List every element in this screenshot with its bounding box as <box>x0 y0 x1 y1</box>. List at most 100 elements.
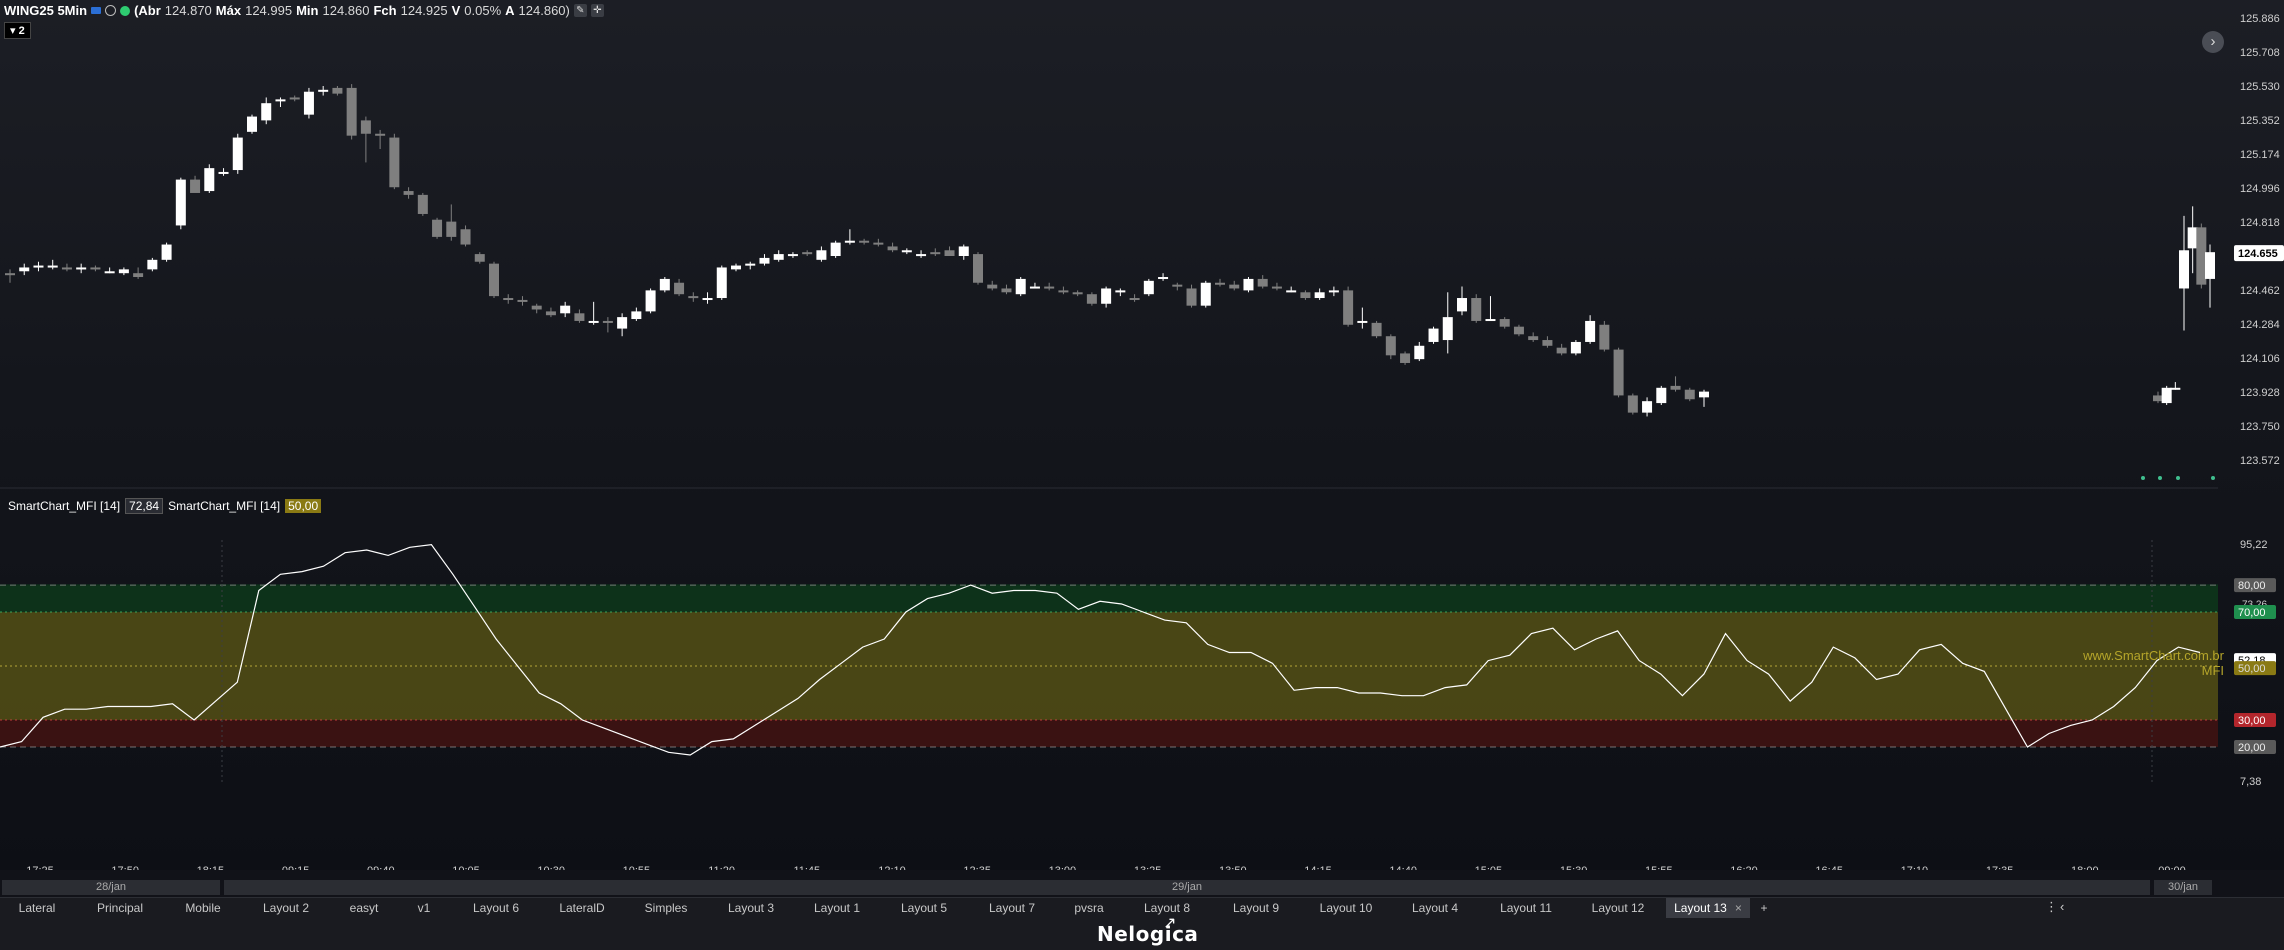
candle-body[interactable] <box>1499 319 1510 327</box>
candle-body[interactable] <box>773 254 784 260</box>
candle-body[interactable] <box>489 263 499 297</box>
pane-count-badge[interactable]: ▾ 2 <box>4 22 31 39</box>
candle-body[interactable] <box>1271 286 1282 289</box>
candle-body[interactable] <box>417 194 428 214</box>
candle-body[interactable] <box>118 269 129 274</box>
candle-body[interactable] <box>930 252 941 255</box>
candle-body[interactable] <box>275 99 286 102</box>
candle-body[interactable] <box>631 311 642 320</box>
layout-tab[interactable]: Layout 4 <box>1392 898 1478 918</box>
candle-body[interactable] <box>1570 341 1581 354</box>
candle-body[interactable] <box>545 311 556 316</box>
candle-body[interactable] <box>745 263 756 266</box>
candle-body[interactable] <box>816 250 827 260</box>
candle-body[interactable] <box>1143 280 1154 295</box>
candle-body[interactable] <box>659 278 670 291</box>
candle-body[interactable] <box>1300 292 1311 299</box>
candle-body[interactable] <box>1328 290 1339 293</box>
add-tab-icon[interactable]: + <box>1760 901 1768 915</box>
candle-body[interactable] <box>190 179 201 193</box>
indicator-name-2[interactable]: SmartChart_MFI [14] <box>168 499 281 513</box>
candle-body[interactable] <box>787 254 798 257</box>
candle-body[interactable] <box>1457 298 1467 312</box>
candle-body[interactable] <box>289 97 300 100</box>
chart-area[interactable]: 125.886 125.708 125.530 125.352 125.174 124.9… <box>0 0 2284 870</box>
candle-body[interactable] <box>916 254 927 257</box>
candle-body[interactable] <box>247 116 257 132</box>
candle-body[interactable] <box>674 282 685 295</box>
candle-body[interactable] <box>1556 347 1567 354</box>
candle-body[interactable] <box>2187 227 2198 249</box>
candle-body[interactable] <box>1385 336 1396 356</box>
candle-body[interactable] <box>574 313 585 321</box>
candle-body[interactable] <box>1044 286 1055 289</box>
layout-tab[interactable]: Mobile <box>168 898 238 918</box>
candle-body[interactable] <box>360 120 371 134</box>
candle-body[interactable] <box>1656 387 1667 404</box>
candle-body[interactable] <box>503 298 514 301</box>
layout-tab[interactable]: easyt <box>330 898 398 918</box>
candle-body[interactable] <box>645 290 656 312</box>
candle-body[interactable] <box>1542 340 1553 346</box>
candle-body[interactable] <box>1414 345 1425 360</box>
candle-body[interactable] <box>1015 278 1026 295</box>
candle-body[interactable] <box>204 168 215 192</box>
candle-body[interactable] <box>1029 286 1040 289</box>
layout-tab[interactable]: Layout 3 <box>708 898 794 918</box>
symbol-label[interactable]: WING25 5Min <box>4 3 88 18</box>
candle-body[interactable] <box>602 320 613 323</box>
candle-body[interactable] <box>1229 284 1240 289</box>
candle-body[interactable] <box>887 246 898 251</box>
candle-body[interactable] <box>973 254 983 283</box>
layout-tab[interactable]: Layout 9 <box>1214 898 1298 918</box>
candle-body[interactable] <box>318 89 329 92</box>
candle-body[interactable] <box>303 91 314 115</box>
candle-body[interactable] <box>1599 324 1610 350</box>
layout-tab[interactable]: Layout 8 <box>1124 898 1210 918</box>
settings-icon[interactable]: ✎ <box>573 4 587 17</box>
candle-body[interactable] <box>1314 292 1325 299</box>
layout-tab[interactable]: Layout 2 <box>252 898 320 918</box>
candle-body[interactable] <box>531 305 542 310</box>
candle-body[interactable] <box>1101 288 1112 304</box>
crosshair-icon[interactable]: ✛ <box>590 4 604 17</box>
candle-body[interactable] <box>830 242 841 256</box>
candle-body[interactable] <box>2205 252 2215 279</box>
layout-tab[interactable]: Simples <box>625 898 707 918</box>
candle-body[interactable] <box>944 250 955 256</box>
candle-body[interactable] <box>432 219 443 237</box>
candle-body[interactable] <box>1186 288 1197 306</box>
candle-body[interactable] <box>759 257 770 264</box>
layout-tab[interactable]: pvsra <box>1058 898 1120 918</box>
candle-body[interactable] <box>1257 278 1268 287</box>
candle-body[interactable] <box>1442 317 1453 341</box>
candle-body[interactable] <box>1371 322 1382 337</box>
candle-body[interactable] <box>76 267 87 270</box>
candle-body[interactable] <box>104 271 115 274</box>
candle-body[interactable] <box>2179 250 2189 289</box>
layout-tab[interactable]: Layout 12 <box>1572 898 1664 918</box>
candle-body[interactable] <box>1528 336 1539 341</box>
candle-body[interactable] <box>1642 401 1653 413</box>
candle-body[interactable] <box>1513 326 1524 335</box>
layout-tab[interactable]: v1 <box>406 898 442 918</box>
layout-tab[interactable]: Layout 5 <box>880 898 968 918</box>
candle-body[interactable] <box>1086 294 1097 304</box>
layout-tab[interactable]: Layout 7 <box>970 898 1054 918</box>
candle-body[interactable] <box>1428 328 1439 342</box>
candle-body[interactable] <box>901 250 912 253</box>
candle-body[interactable] <box>987 284 998 289</box>
candle-body[interactable] <box>958 246 969 256</box>
candle-body[interactable] <box>133 273 144 278</box>
candle-body[interactable] <box>560 305 571 314</box>
candle-body[interactable] <box>446 221 457 237</box>
candle-body[interactable] <box>403 191 414 195</box>
candle-body[interactable] <box>2153 395 2163 402</box>
candle-body[interactable] <box>1286 290 1297 293</box>
candle-body[interactable] <box>1485 319 1496 322</box>
candle-body[interactable] <box>1400 353 1411 363</box>
candle-body[interactable] <box>2196 227 2207 285</box>
close-tab-icon[interactable]: × <box>1734 901 1742 915</box>
candle-body[interactable] <box>1699 391 1709 398</box>
tab-scroll-left-icon[interactable]: ‹ <box>2060 899 2065 914</box>
